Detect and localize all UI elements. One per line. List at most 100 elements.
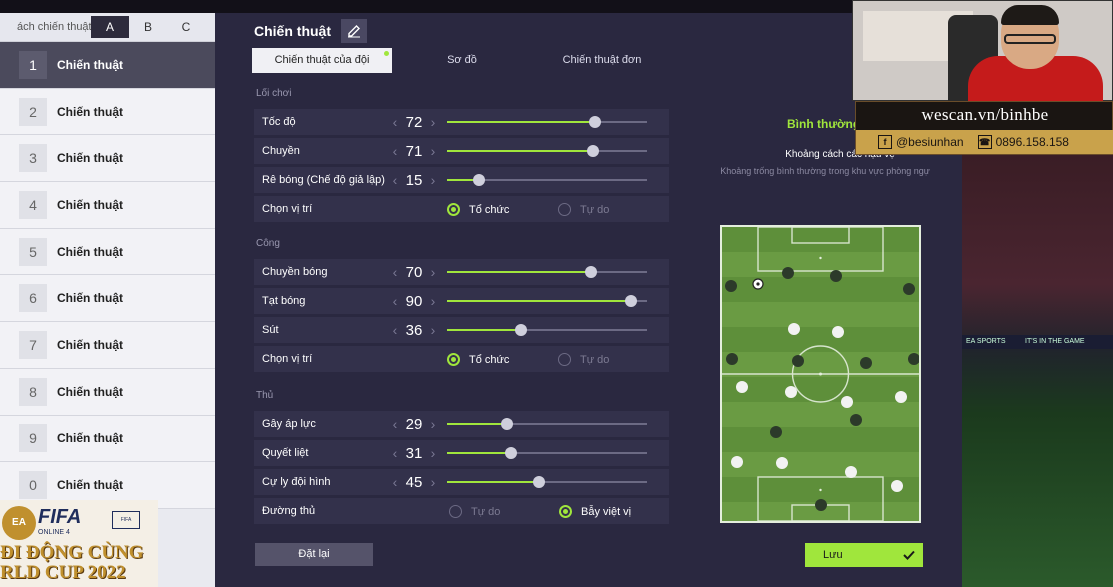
shooting-slider[interactable]	[447, 324, 647, 336]
tactic-item-4[interactable]: 4 Chiến thuật	[0, 182, 215, 229]
increase-arrow-icon[interactable]: ›	[430, 293, 436, 309]
radio-offside-trap[interactable]: Bẫy việt vị	[559, 505, 631, 518]
tab-c[interactable]: C	[181, 20, 191, 34]
tab-individual-tactics[interactable]: Chiến thuật đơn	[562, 54, 642, 66]
dribbling-slider[interactable]	[447, 174, 647, 186]
tactic-item-7[interactable]: 7 Chiến thuật	[0, 322, 215, 369]
slider-value: 29	[405, 415, 423, 433]
increase-arrow-icon[interactable]: ›	[430, 143, 436, 159]
increase-arrow-icon[interactable]: ›	[430, 322, 436, 338]
slider-value: 15	[405, 171, 423, 189]
tactic-label: Chiến thuật	[57, 431, 123, 446]
decrease-arrow-icon[interactable]: ‹	[392, 114, 398, 130]
player-marker	[832, 326, 844, 338]
decrease-arrow-icon[interactable]: ‹	[392, 416, 398, 432]
slider-knob[interactable]	[587, 145, 599, 157]
radio-free-2[interactable]: Tự do	[558, 353, 609, 366]
player-marker	[731, 456, 743, 468]
slider-fill	[447, 121, 595, 123]
logo-fifa-text: FIFA	[38, 506, 82, 528]
edit-button[interactable]	[341, 18, 367, 43]
slider-fill	[447, 329, 521, 331]
radio-label: Bẫy việt vị	[581, 505, 632, 518]
player-marker	[891, 480, 903, 492]
player-marker	[845, 466, 857, 478]
tactics-list: 1 Chiến thuật 2 Chiến thuật 3 Chiến thuật 4…	[0, 42, 215, 509]
slider-fill	[447, 423, 507, 425]
facebook-icon: f	[878, 135, 892, 149]
opponent-marker	[830, 270, 842, 282]
slider-knob[interactable]	[473, 174, 485, 186]
tactic-item-1[interactable]: 1 Chiến thuật	[0, 42, 215, 89]
choice-row-positioning-1: Chọn vị trí	[254, 196, 669, 222]
decrease-arrow-icon[interactable]: ‹	[392, 445, 398, 461]
tab-team-tactics[interactable]: Chiến thuật của đội	[252, 48, 392, 73]
panel-header: Chiến thuật	[215, 13, 962, 48]
slider-label: Cự ly đội hình	[262, 476, 331, 488]
tab-b[interactable]: B	[143, 20, 152, 34]
tab-formation[interactable]: Sơ đồ	[447, 54, 477, 66]
radio-free-1[interactable]: Tự do	[558, 203, 609, 216]
choice-label: Chọn vị trí	[262, 353, 313, 365]
radio-organized-1[interactable]: Tổ chức	[447, 203, 509, 216]
save-button[interactable]: Lưu	[805, 543, 923, 567]
tactic-item-9[interactable]: 9 Chiến thuật	[0, 415, 215, 463]
tactic-label: Chiến thuật	[57, 337, 123, 352]
tab-a[interactable]: A	[91, 16, 129, 38]
tactic-item-8[interactable]: 8 Chiến thuật	[0, 368, 215, 416]
decrease-arrow-icon[interactable]: ‹	[392, 172, 398, 188]
slider-knob[interactable]	[505, 447, 517, 459]
increase-arrow-icon[interactable]: ›	[430, 114, 436, 130]
slider-knob[interactable]	[585, 266, 597, 278]
player-marker	[736, 381, 748, 393]
passing-slider[interactable]	[447, 145, 647, 157]
tactic-item-5[interactable]: 5 Chiến thuật	[0, 228, 215, 276]
team-width-slider[interactable]	[447, 476, 647, 488]
increase-arrow-icon[interactable]: ›	[430, 172, 436, 188]
tactic-label: Chiến thuật	[57, 104, 123, 119]
decrease-arrow-icon[interactable]: ‹	[392, 322, 398, 338]
radio-label: Tự do	[580, 203, 610, 216]
pressure-slider[interactable]	[447, 418, 647, 430]
sidebar-title: ách chiến thuật	[17, 21, 91, 33]
tactic-item-6[interactable]: 6 Chiến thuật	[0, 275, 215, 323]
opponent-marker	[782, 267, 794, 279]
tactic-label: Chiến thuật	[57, 291, 123, 306]
slider-fill	[447, 179, 479, 181]
tactic-item-3[interactable]: 3 Chiến thuật	[0, 135, 215, 183]
slider-knob[interactable]	[625, 295, 637, 307]
logo-slogan-2: RLD CUP 2022	[0, 562, 126, 583]
reset-button[interactable]: Đặt lại	[255, 543, 373, 566]
logo-slogan-1: ĐI ĐỘNG CÙNG	[0, 542, 144, 563]
speed-slider[interactable]	[447, 116, 647, 128]
decrease-arrow-icon[interactable]: ‹	[392, 474, 398, 490]
build-up-slider[interactable]	[447, 266, 647, 278]
slider-knob[interactable]	[589, 116, 601, 128]
radio-organized-2[interactable]: Tổ chức	[447, 353, 509, 366]
increase-arrow-icon[interactable]: ›	[430, 416, 436, 432]
tactic-number: 0	[19, 471, 47, 500]
top-bar-background	[0, 0, 1113, 13]
slider-knob[interactable]	[515, 324, 527, 336]
decrease-arrow-icon[interactable]: ‹	[392, 143, 398, 159]
slider-knob[interactable]	[533, 476, 545, 488]
info-description: Khoảng trống bình thường trong khu vực p…	[720, 166, 930, 176]
decrease-arrow-icon[interactable]: ‹	[392, 293, 398, 309]
world-cup-badge-icon: FIFA	[112, 511, 140, 529]
increase-arrow-icon[interactable]: ›	[430, 445, 436, 461]
tactic-item-2[interactable]: 2 Chiến thuật	[0, 88, 215, 136]
increase-arrow-icon[interactable]: ›	[430, 264, 436, 280]
slider-knob[interactable]	[501, 418, 513, 430]
radio-unselected-icon	[449, 505, 462, 518]
increase-arrow-icon[interactable]: ›	[430, 474, 436, 490]
stadium-background	[962, 155, 1113, 587]
stadium-board: EA SPORTS IT'S IN THE GAME	[962, 335, 1113, 349]
slider-row-team-width: Cự ly đội hình ‹ 45 ›	[254, 469, 669, 495]
aggression-slider[interactable]	[447, 447, 647, 459]
radio-free-3[interactable]: Tự do	[449, 505, 500, 518]
slider-label: Sút	[262, 324, 279, 336]
webcam-overlay	[852, 0, 1113, 102]
crossing-slider[interactable]	[447, 295, 647, 307]
decrease-arrow-icon[interactable]: ‹	[392, 264, 398, 280]
slider-fill	[447, 150, 593, 152]
